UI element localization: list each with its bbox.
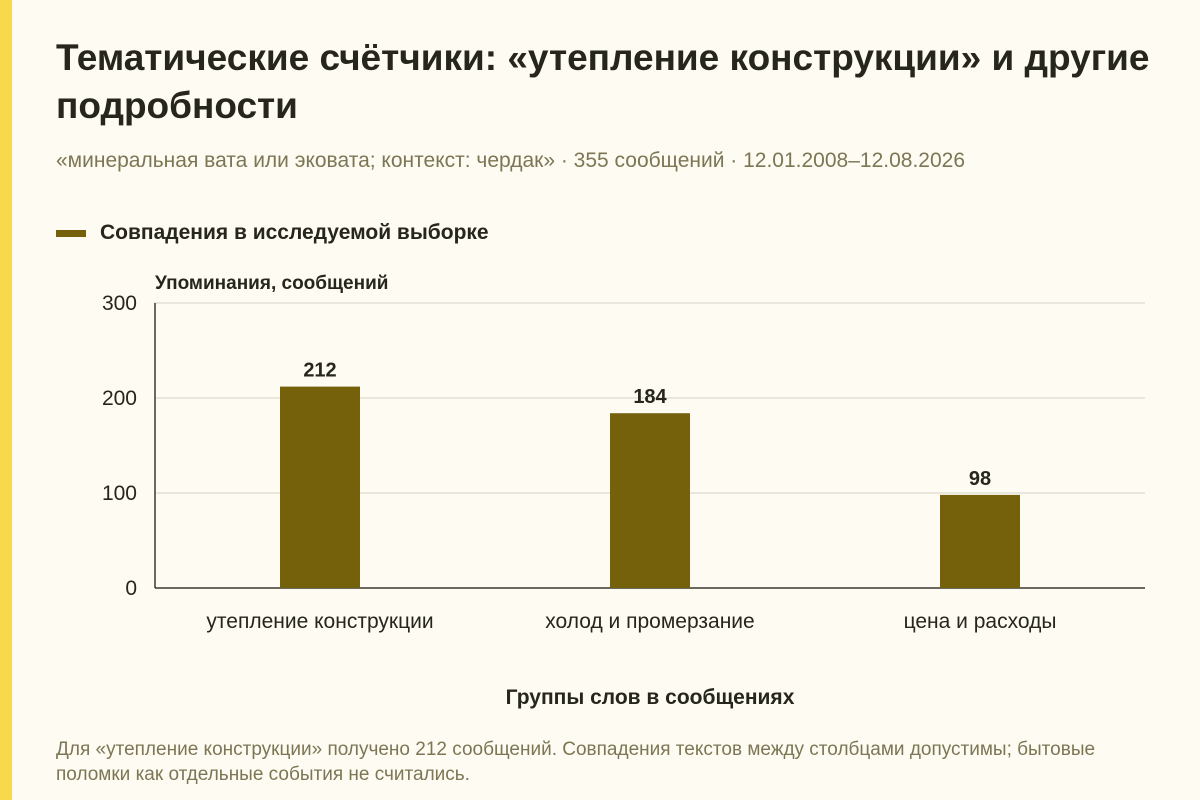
y-axis-title: Упоминания, сообщений bbox=[155, 273, 389, 294]
legend-label: Совпадения в исследуемой выборке bbox=[100, 221, 489, 244]
y-tick-label: 200 bbox=[102, 387, 137, 410]
bar bbox=[280, 386, 360, 588]
y-tick-label: 300 bbox=[102, 292, 137, 315]
legend-swatch bbox=[56, 229, 86, 237]
bar bbox=[610, 413, 690, 588]
y-tick-label: 100 bbox=[102, 482, 137, 505]
legend: Совпадения в исследуемой выборке bbox=[56, 218, 489, 248]
data-label: 98 bbox=[969, 468, 991, 490]
chart-title: Тематические счётчики: «утепление констр… bbox=[56, 37, 1150, 126]
y-tick-label: 0 bbox=[125, 577, 137, 600]
bar bbox=[940, 494, 1020, 588]
accent-stripe bbox=[0, 0, 12, 800]
chart-subtitle: «минеральная вата или эковата; контекст:… bbox=[56, 149, 965, 172]
x-tick-label: цена и расходы bbox=[904, 610, 1057, 633]
x-tick-label: утепление конструкции bbox=[206, 610, 433, 633]
data-label: 212 bbox=[303, 360, 336, 382]
data-label: 184 bbox=[633, 386, 667, 408]
footnote: Для «утепление конструкции» получено 212… bbox=[56, 739, 1096, 785]
x-tick-label: холод и промерзание bbox=[545, 610, 754, 633]
x-axis-title: Группы слов в сообщениях bbox=[505, 686, 795, 709]
